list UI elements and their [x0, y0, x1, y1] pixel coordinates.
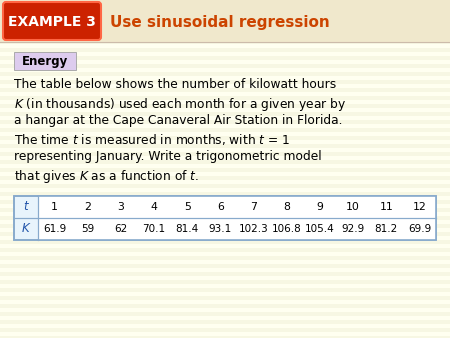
Bar: [0, 160, 450, 164]
Bar: [0, 240, 450, 244]
Bar: [14, 196, 436, 240]
Text: The table below shows the number of kilowatt hours: The table below shows the number of kilo…: [14, 78, 336, 91]
Bar: [14, 196, 436, 240]
Text: 61.9: 61.9: [43, 224, 66, 234]
Bar: [0, 136, 450, 140]
Text: 105.4: 105.4: [305, 224, 335, 234]
Text: The time $t$ is measured in months, with $t$ = 1: The time $t$ is measured in months, with…: [14, 132, 290, 147]
Text: 93.1: 93.1: [209, 224, 232, 234]
Bar: [0, 216, 450, 220]
Text: 102.3: 102.3: [238, 224, 269, 234]
Bar: [0, 88, 450, 92]
Bar: [0, 336, 450, 338]
Bar: [0, 296, 450, 300]
Bar: [0, 280, 450, 284]
Text: Use sinusoidal regression: Use sinusoidal regression: [110, 15, 330, 29]
Bar: [0, 264, 450, 268]
Text: 81.4: 81.4: [176, 224, 199, 234]
Bar: [0, 328, 450, 332]
Text: 11: 11: [379, 202, 393, 212]
Bar: [0, 32, 450, 36]
Bar: [0, 8, 450, 12]
Bar: [0, 184, 450, 188]
Text: that gives $K$ as a function of $t$.: that gives $K$ as a function of $t$.: [14, 168, 199, 185]
Text: 69.9: 69.9: [408, 224, 431, 234]
Bar: [0, 152, 450, 156]
Text: 3: 3: [117, 202, 124, 212]
Text: $t$: $t$: [22, 200, 30, 214]
Text: 81.2: 81.2: [374, 224, 398, 234]
Bar: [0, 0, 450, 42]
Bar: [0, 288, 450, 292]
Text: 92.9: 92.9: [342, 224, 365, 234]
Bar: [0, 48, 450, 52]
Text: 70.1: 70.1: [143, 224, 166, 234]
Bar: [0, 96, 450, 100]
Bar: [0, 64, 450, 68]
FancyBboxPatch shape: [3, 2, 101, 40]
Text: 62: 62: [114, 224, 127, 234]
Bar: [0, 112, 450, 116]
Bar: [0, 80, 450, 84]
Bar: [14, 52, 76, 70]
Text: 10: 10: [346, 202, 360, 212]
Text: 12: 12: [413, 202, 426, 212]
Text: a hangar at the Cape Canaveral Air Station in Florida.: a hangar at the Cape Canaveral Air Stati…: [14, 114, 342, 127]
Text: $K$: $K$: [21, 222, 31, 236]
Bar: [0, 168, 450, 172]
Bar: [0, 16, 450, 20]
Bar: [0, 200, 450, 204]
Bar: [0, 232, 450, 236]
Text: 6: 6: [217, 202, 224, 212]
Text: 59: 59: [81, 224, 94, 234]
Bar: [0, 144, 450, 148]
Bar: [0, 256, 450, 260]
Text: representing January. Write a trigonometric model: representing January. Write a trigonomet…: [14, 150, 322, 163]
Text: 9: 9: [316, 202, 324, 212]
Bar: [0, 104, 450, 108]
Bar: [0, 312, 450, 316]
Text: 5: 5: [184, 202, 191, 212]
Bar: [0, 224, 450, 228]
Bar: [0, 56, 450, 60]
Bar: [0, 128, 450, 132]
Text: 2: 2: [84, 202, 91, 212]
Bar: [0, 40, 450, 44]
Bar: [0, 176, 450, 180]
Text: 8: 8: [284, 202, 290, 212]
Text: 1: 1: [51, 202, 58, 212]
Text: 106.8: 106.8: [272, 224, 302, 234]
Bar: [0, 272, 450, 276]
Bar: [0, 304, 450, 308]
Text: 4: 4: [151, 202, 157, 212]
Bar: [0, 72, 450, 76]
Bar: [0, 208, 450, 212]
Bar: [0, 192, 450, 196]
Text: $K$ (in thousands) used each month for a given year by: $K$ (in thousands) used each month for a…: [14, 96, 346, 113]
Bar: [0, 120, 450, 124]
Bar: [0, 320, 450, 324]
Bar: [0, 0, 450, 4]
Text: 7: 7: [250, 202, 257, 212]
Text: Energy: Energy: [22, 55, 68, 68]
Bar: [38, 196, 436, 240]
Text: EXAMPLE 3: EXAMPLE 3: [8, 15, 96, 29]
Bar: [0, 24, 450, 28]
Bar: [0, 248, 450, 252]
